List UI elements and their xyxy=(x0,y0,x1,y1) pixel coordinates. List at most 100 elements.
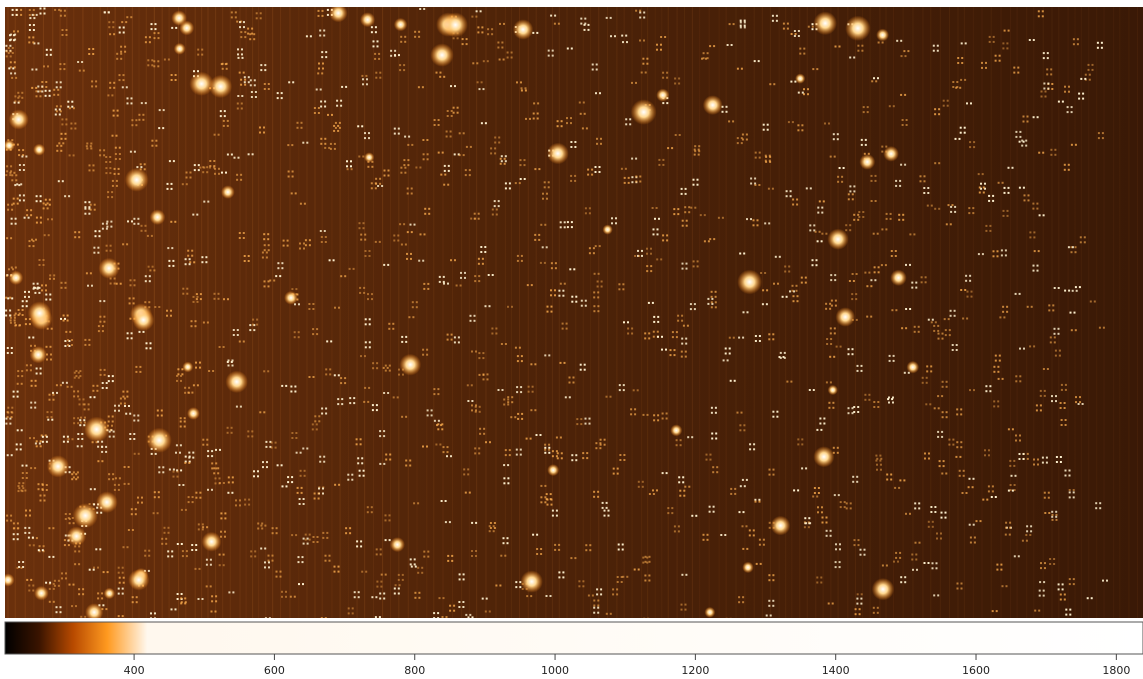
star-image xyxy=(138,114,140,116)
star-image xyxy=(863,111,865,113)
star-image xyxy=(6,50,8,52)
star-image xyxy=(878,42,880,44)
star-image xyxy=(690,207,692,209)
star-image xyxy=(118,410,120,412)
star-image xyxy=(118,588,120,590)
star-image xyxy=(317,541,319,543)
star-image xyxy=(738,601,740,603)
star-image xyxy=(380,548,382,550)
star-image xyxy=(73,107,75,109)
star-image xyxy=(65,118,67,120)
star-image xyxy=(911,554,913,556)
star-image xyxy=(589,418,591,420)
star-image xyxy=(854,539,856,541)
star-image xyxy=(257,523,259,525)
star-image xyxy=(516,386,518,388)
star-image xyxy=(192,496,194,498)
star-image xyxy=(905,513,907,515)
star-image xyxy=(555,267,557,269)
star-image xyxy=(848,193,850,195)
star-image xyxy=(268,561,270,563)
star-image xyxy=(685,604,687,606)
star-image xyxy=(119,153,121,155)
star-image xyxy=(154,612,156,614)
bright-star xyxy=(890,270,906,286)
star-image xyxy=(363,401,365,403)
star-image xyxy=(582,452,584,454)
star-image xyxy=(155,23,157,25)
colorbar-tick-label: 800 xyxy=(404,664,425,677)
star-image xyxy=(182,550,184,552)
star-image xyxy=(352,612,354,614)
star-image xyxy=(73,522,75,524)
star-image xyxy=(165,543,167,545)
star-image xyxy=(446,616,448,618)
star-image xyxy=(36,440,38,442)
star-image xyxy=(1015,293,1017,295)
star-image xyxy=(132,596,134,598)
star-image xyxy=(515,581,517,583)
star-image xyxy=(585,207,587,209)
star-image xyxy=(326,537,328,539)
star-image xyxy=(170,221,172,223)
star-image xyxy=(1011,475,1013,477)
star-image xyxy=(211,455,213,457)
star-image xyxy=(483,374,485,376)
star-image xyxy=(546,493,548,495)
star-image xyxy=(517,255,519,257)
bright-star xyxy=(547,143,569,165)
star-image xyxy=(505,182,507,184)
star-image xyxy=(116,58,118,60)
star-image xyxy=(176,375,178,377)
star-image xyxy=(725,348,727,350)
star-image xyxy=(112,26,114,28)
star-image xyxy=(334,566,336,568)
star-image xyxy=(295,534,297,536)
star-image xyxy=(1069,496,1071,498)
star-image xyxy=(597,291,599,293)
star-image xyxy=(35,443,37,445)
star-image xyxy=(18,100,20,102)
star-image xyxy=(43,545,45,547)
star-image xyxy=(1060,407,1062,409)
star-image xyxy=(803,48,805,50)
star-image xyxy=(489,611,491,613)
star-image xyxy=(957,57,959,59)
star-image xyxy=(103,571,105,573)
star-image xyxy=(25,318,27,320)
star-image xyxy=(61,572,63,574)
star-image xyxy=(1002,306,1004,308)
star-image xyxy=(24,217,26,219)
star-image xyxy=(961,42,963,44)
star-image xyxy=(417,567,419,569)
star-image xyxy=(483,60,485,62)
star-image xyxy=(833,447,835,449)
star-image xyxy=(138,453,140,455)
star-image xyxy=(667,507,669,509)
star-image xyxy=(239,72,241,74)
star-image xyxy=(320,89,322,91)
star-image xyxy=(955,138,957,140)
star-image xyxy=(1061,384,1063,386)
star-image xyxy=(185,263,187,265)
star-image xyxy=(1068,246,1070,248)
star-image xyxy=(127,546,129,548)
star-image xyxy=(580,23,582,25)
star-image xyxy=(544,501,546,503)
star-image xyxy=(77,433,79,435)
star-image xyxy=(511,306,513,308)
star-image xyxy=(1037,116,1039,118)
star-image xyxy=(595,442,597,444)
star-image xyxy=(367,298,369,300)
star-image xyxy=(741,412,743,414)
star-image xyxy=(503,59,505,61)
star-image xyxy=(595,92,597,94)
star-image xyxy=(769,469,771,471)
star-image xyxy=(250,79,252,81)
star-image xyxy=(329,555,331,557)
star-image xyxy=(711,407,713,409)
star-image xyxy=(231,11,233,13)
star-image xyxy=(322,63,324,65)
star-image xyxy=(231,16,233,18)
star-image xyxy=(295,432,297,434)
